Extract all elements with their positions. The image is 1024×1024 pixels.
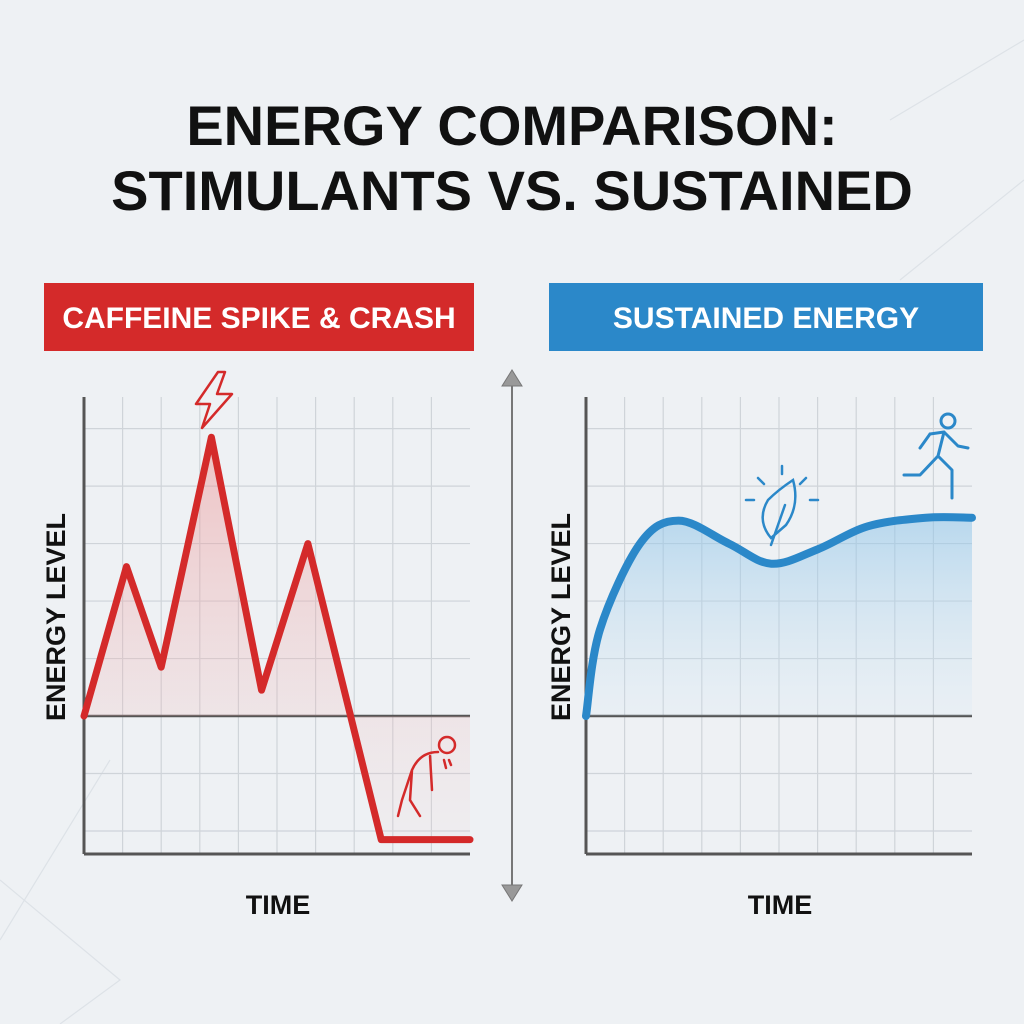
sustained-chart — [582, 397, 976, 856]
area-fill — [586, 517, 972, 717]
title-line-1: ENERGY COMPARISON: — [186, 94, 837, 157]
center-double-arrow — [501, 369, 523, 902]
sustained-banner-title: SUSTAINED ENERGY — [613, 302, 919, 335]
caffeine-banner-title: CAFFEINE SPIKE & CRASH — [62, 302, 455, 335]
sustained-banner — [549, 283, 983, 351]
title-line-2: STIMULANTS VS. SUSTAINED — [111, 159, 913, 222]
caffeine-banner — [44, 283, 474, 351]
sustained-energy-line — [582, 513, 976, 721]
background-lines — [0, 39, 1024, 1024]
sustained-y-axis-label: ENERGY LEVEL — [546, 513, 576, 721]
running-person-icon — [902, 412, 970, 500]
caffeine-chart — [80, 397, 474, 856]
caffeine-x-axis-label: TIME — [246, 890, 311, 920]
caffeine-y-axis-label: ENERGY LEVEL — [41, 513, 71, 721]
lightning-bolt-icon — [194, 370, 234, 430]
exhausted-person-icon — [396, 735, 457, 818]
area-fill — [84, 437, 470, 840]
sustained-x-axis-label: TIME — [748, 890, 813, 920]
caffeine-energy-line — [80, 433, 474, 844]
leaf-icon — [744, 464, 820, 547]
